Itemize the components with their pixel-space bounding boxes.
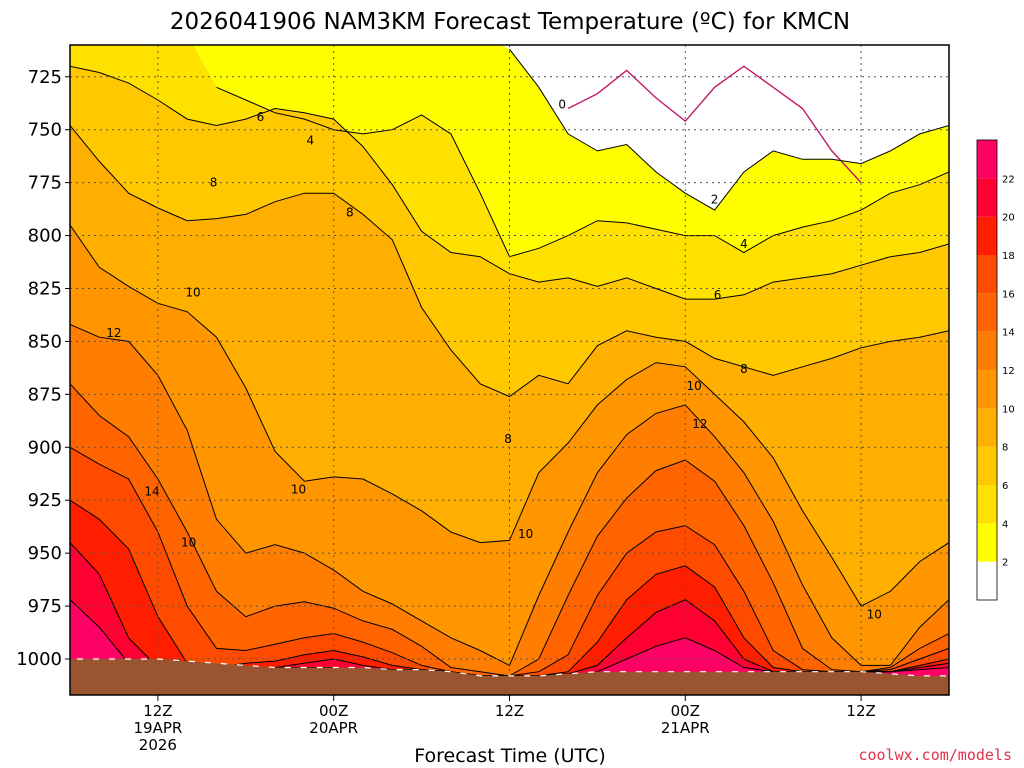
colorbar-swatch-0 (977, 561, 997, 600)
contour-label-13: 10 (518, 527, 533, 541)
y-tick-label-850: 850 (28, 331, 62, 352)
colorbar-label-2: 2 (1002, 558, 1008, 569)
colorbar-swatch-7 (977, 293, 997, 332)
colorbar-label-4: 4 (1002, 519, 1008, 530)
isotherm-t8 (70, 125, 949, 398)
colorbar-label-14: 14 (1002, 328, 1015, 339)
y-tick-label-775: 775 (28, 173, 62, 194)
colorbar-swatch-6 (977, 331, 997, 370)
source-credit[interactable]: coolwx.com/models (858, 746, 1012, 764)
colorbar-swatch-10 (977, 178, 997, 217)
ground-layer (70, 658, 949, 695)
temperature-fill-layer (70, 45, 949, 695)
isotherm-t4 (216, 86, 949, 258)
contour-label-15: 10 (867, 608, 882, 622)
colorbar-label-20: 20 (1002, 213, 1015, 224)
y-tick-label-825: 825 (28, 278, 62, 299)
contour-label-17: 12 (692, 417, 707, 431)
x-tick-label-12-1: 19APR (133, 719, 182, 737)
contour-label-5: 6 (714, 288, 722, 302)
colorbar-label-18: 18 (1002, 251, 1015, 262)
colorbar-swatch-1 (977, 523, 997, 562)
x-tick-label-60-0: 12Z (846, 702, 875, 720)
contour-label-10: 10 (185, 286, 200, 300)
colorbar-label-16: 16 (1002, 289, 1015, 300)
y-tick-label-875: 875 (28, 384, 62, 405)
contour-label-0: 0 (558, 97, 566, 111)
colorbar-swatch-5 (977, 370, 997, 409)
y-tick-label-950: 950 (28, 543, 62, 564)
x-tick-label-48-1: 21APR (661, 719, 710, 737)
x-tick-label-48-0: 00Z (671, 702, 700, 720)
contour-label-6: 8 (210, 176, 218, 190)
contour-label-12: 10 (181, 536, 196, 550)
contour-label-11: 10 (291, 483, 306, 497)
colorbar-frame (976, 139, 998, 601)
isotherm-t2 (509, 48, 949, 211)
x-tick-label-24-1: 20APR (309, 719, 358, 737)
y-axis: 725 750 775 800 825 850 875 900 925 950 975 1000 (16, 67, 70, 670)
x-tick-label-24-0: 00Z (319, 702, 348, 720)
ground-surface (70, 658, 949, 695)
grid-lines (70, 45, 949, 695)
y-tick-label-975: 975 (28, 596, 62, 617)
x-tick-label-12-2: 2026 (139, 736, 177, 754)
x-axis-label: Forecast Time (UTC) (414, 745, 605, 767)
contour-label-1: 2 (711, 193, 719, 207)
x-tick-label-36-0: 12Z (495, 702, 524, 720)
contour-label-14: 10 (686, 379, 701, 393)
y-tick-label-900: 900 (28, 437, 62, 458)
contour-label-3: 4 (740, 237, 748, 251)
y-tick-label-800: 800 (28, 226, 62, 247)
contour-label-9: 8 (740, 362, 748, 376)
colorbar-label-6: 6 (1002, 481, 1008, 492)
contour-label-4: 6 (257, 110, 265, 124)
colorbar-label-12: 12 (1002, 366, 1015, 377)
x-tick-label-12-0: 12Z (143, 702, 172, 720)
isotherm-t10 (70, 224, 949, 607)
contour-label-16: 12 (106, 326, 121, 340)
temp-band-t20 (70, 542, 949, 695)
contour-labels: 0 2 4 4 6 6 8 8 8 8 10 10 10 10 10 10 12 12 14 (106, 97, 882, 621)
colorbar-label-8: 8 (1002, 443, 1008, 454)
contour-label-18: 14 (144, 485, 159, 499)
y-tick-label-1000: 1000 (16, 649, 62, 670)
y-tick-label-925: 925 (28, 490, 62, 511)
colorbar-swatch-11 (977, 140, 997, 179)
y-tick-label-725: 725 (28, 67, 62, 88)
colorbar-legend: 2 4 6 8 10 12 14 16 18 20 22 (976, 139, 1015, 601)
contour-label-7: 8 (346, 205, 354, 219)
colorbar-swatch-3 (977, 446, 997, 485)
contour-label-2: 4 (306, 133, 314, 147)
contour-label-8: 8 (504, 432, 512, 446)
colorbar-swatch-4 (977, 408, 997, 447)
colorbar-swatch-2 (977, 485, 997, 524)
chart-title: 2026041906 NAM3KM Forecast Temperature (… (170, 9, 850, 35)
colorbar-swatch-9 (977, 216, 997, 255)
isotherm-t12 (70, 324, 949, 667)
colorbar-swatch-8 (977, 255, 997, 294)
y-tick-label-750: 750 (28, 120, 62, 141)
colorbar-label-10: 10 (1002, 404, 1015, 415)
isotherm-t0 (567, 65, 862, 184)
colorbar-label-22: 22 (1002, 174, 1015, 185)
